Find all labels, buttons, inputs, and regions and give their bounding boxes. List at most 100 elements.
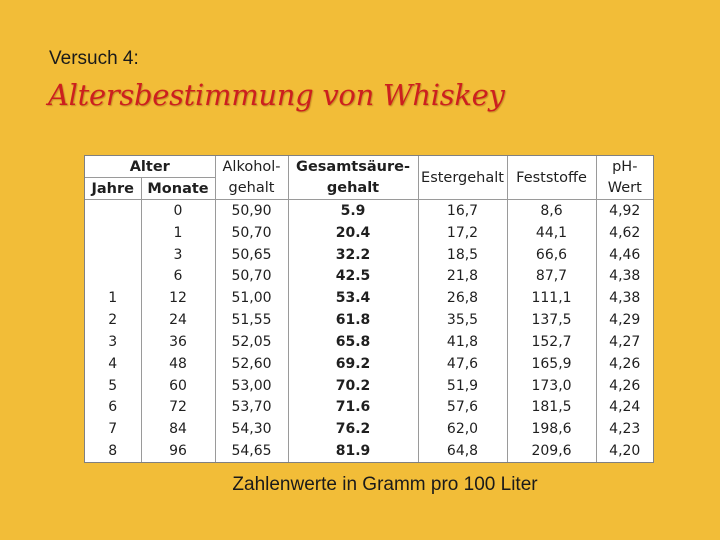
cell-ester: 16,7: [417, 199, 508, 222]
cell-ester: 26,8: [417, 287, 508, 310]
cell-ester: 35,5: [417, 309, 508, 332]
table-row: 7 84 54,30 76.2 62,0 198,6 4,23: [85, 418, 654, 441]
slide-caption: Zahlenwerte in Gramm pro 100 Liter: [232, 474, 538, 495]
cell-ph: 4,29: [595, 309, 654, 332]
cell-saeure: 32.2: [287, 243, 419, 266]
cell-ester: 41,8: [417, 331, 508, 353]
cell-monate: 60: [140, 374, 216, 397]
cell-jahre: [85, 200, 141, 222]
table-row: 1 12 51,00 53.4 26,8 111,1 4,38: [85, 287, 654, 310]
cell-monate: 48: [140, 352, 216, 375]
cell-feststoffe: 181,5: [506, 396, 597, 419]
header-alkohol-line1: Alkohol-: [214, 156, 289, 178]
cell-ester: 62,0: [417, 418, 508, 441]
header-saeure-line1: Gesamtsäure-: [287, 156, 419, 178]
table-row: 6 50,70 42.5 21,8 87,7 4,38: [85, 265, 654, 288]
cell-monate: 36: [140, 331, 216, 353]
cell-alkohol: 50,70: [214, 265, 289, 288]
cell-alkohol: 50,70: [214, 221, 289, 244]
cell-feststoffe: 111,1: [506, 287, 597, 310]
cell-ester: 21,8: [417, 265, 508, 288]
cell-monate: 12: [140, 287, 216, 310]
slide-pretitle: Versuch 4:: [49, 48, 139, 69]
cell-monate: 96: [140, 440, 216, 462]
cell-ph: 4,92: [595, 199, 654, 222]
cell-monate: 84: [140, 418, 216, 441]
slide-title: Altersbestimmung von Whiskey: [48, 78, 505, 112]
cell-jahre: 7: [108, 421, 118, 438]
cell-feststoffe: 198,6: [506, 418, 597, 441]
cell-alkohol: 51,55: [214, 309, 289, 332]
cell-jahre: 4: [108, 355, 118, 372]
cell-feststoffe: 87,7: [506, 265, 597, 288]
table-row: 5 60 53,00 70.2 51,9 173,0 4,26: [85, 374, 654, 397]
cell-jahre: [85, 244, 141, 266]
cell-feststoffe: 165,9: [506, 352, 597, 375]
cell-ph: 4,38: [595, 265, 654, 288]
cell-saeure: 69.2: [287, 352, 419, 375]
cell-feststoffe: 137,5: [506, 309, 597, 332]
cell-saeure: 81.9: [287, 440, 419, 462]
cell-ester: 18,5: [417, 243, 508, 266]
cell-ester: 57,6: [417, 396, 508, 419]
table-row: 2 24 51,55 61.8 35,5 137,5 4,29: [85, 309, 654, 332]
cell-jahre: 1: [108, 290, 118, 307]
header-alter: Alter: [85, 156, 216, 178]
header-jahre: Jahre: [85, 177, 141, 200]
header-feststoffe: Feststoffe: [506, 156, 597, 200]
cell-alkohol: 53,00: [214, 374, 289, 397]
cell-monate: 24: [140, 309, 216, 332]
cell-saeure: 76.2: [287, 418, 419, 441]
cell-monate: 3: [140, 243, 216, 266]
header-saeure-line2: gehalt: [287, 177, 419, 200]
cell-alkohol: 54,30: [214, 418, 289, 441]
cell-alkohol: 50,90: [214, 199, 289, 222]
table-row: 4 48 52,60 69.2 47,6 165,9 4,26: [85, 352, 654, 375]
cell-saeure: 65.8: [287, 331, 419, 353]
cell-saeure: 61.8: [287, 309, 419, 332]
cell-feststoffe: 66,6: [506, 243, 597, 266]
cell-ph: 4,38: [595, 287, 654, 310]
cell-monate: 72: [140, 396, 216, 419]
header-alkohol-line2: gehalt: [214, 177, 289, 200]
cell-jahre: 8: [108, 443, 118, 460]
cell-ester: 17,2: [417, 221, 508, 244]
cell-saeure: 71.6: [287, 396, 419, 419]
cell-ph: 4,20: [595, 440, 654, 462]
cell-alkohol: 50,65: [214, 243, 289, 266]
cell-feststoffe: 8,6: [506, 199, 597, 222]
cell-alkohol: 53,70: [214, 396, 289, 419]
cell-alkohol: 51,00: [214, 287, 289, 310]
cell-ph: 4,46: [595, 243, 654, 266]
cell-jahre: 3: [108, 333, 118, 350]
cell-ph: 4,62: [595, 221, 654, 244]
cell-feststoffe: 152,7: [506, 331, 597, 353]
data-table: Alter Alkohol- Gesamtsäure- Estergehalt …: [85, 156, 654, 462]
cell-feststoffe: 173,0: [506, 374, 597, 397]
cell-jahre: 5: [108, 377, 118, 394]
cell-ph: 4,26: [595, 374, 654, 397]
cell-saeure: 5.9: [287, 199, 419, 222]
cell-alkohol: 54,65: [214, 440, 289, 462]
table-row: 0 50,90 5.9 16,7 8,6 4,92: [85, 199, 654, 222]
cell-alkohol: 52,60: [214, 352, 289, 375]
cell-ph: 4,27: [595, 331, 654, 353]
header-ester: Estergehalt: [417, 156, 508, 200]
header-ph-line2: Wert: [595, 177, 654, 200]
cell-jahre: 6: [108, 399, 118, 416]
cell-saeure: 42.5: [287, 265, 419, 288]
table-row: 6 72 53,70 71.6 57,6 181,5 4,24: [85, 396, 654, 419]
table-row: 3 36 52,05 65.8 41,8 152,7 4,27: [85, 331, 654, 353]
table-body: 0 50,90 5.9 16,7 8,6 4,92 1 50,70 20.4 17,2 44,1 4,…: [85, 199, 654, 462]
cell-ester: 64,8: [417, 440, 508, 462]
table-row: 8 96 54,65 81.9 64,8 209,6 4,20: [85, 440, 654, 462]
cell-saeure: 53.4: [287, 287, 419, 310]
cell-jahre: 2: [108, 312, 118, 329]
cell-saeure: 20.4: [287, 221, 419, 244]
cell-ph: 4,24: [595, 396, 654, 419]
cell-monate: 6: [140, 265, 216, 288]
header-monate: Monate: [140, 177, 216, 200]
cell-ester: 47,6: [417, 352, 508, 375]
cell-saeure: 70.2: [287, 374, 419, 397]
cell-ph: 4,26: [595, 352, 654, 375]
